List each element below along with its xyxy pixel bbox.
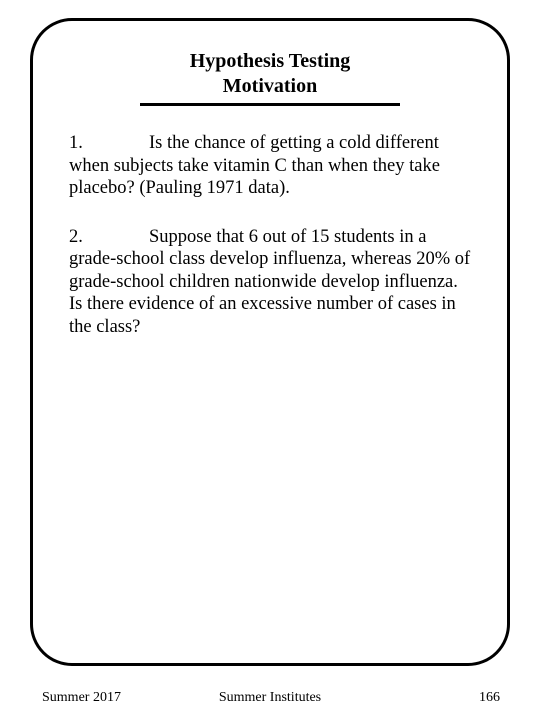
body-content: 1.Is the chance of getting a cold differ…	[63, 132, 477, 339]
title-underline	[140, 103, 400, 106]
list-item: 1.Is the chance of getting a cold differ…	[69, 132, 471, 200]
slide-frame: Hypothesis Testing Motivation 1.Is the c…	[30, 18, 510, 666]
footer-right: 166	[479, 690, 500, 706]
title-block: Hypothesis Testing Motivation	[63, 49, 477, 106]
item-number: 2.	[69, 226, 149, 249]
item-number: 1.	[69, 132, 149, 155]
footer-center: Summer Institutes	[219, 690, 321, 706]
title-line-2: Motivation	[63, 74, 477, 99]
title-line-1: Hypothesis Testing	[63, 49, 477, 74]
footer: Summer 2017 Summer Institutes 166	[0, 690, 540, 706]
list-item: 2.Suppose that 6 out of 15 students in a…	[69, 226, 471, 339]
footer-left: Summer 2017	[42, 690, 121, 706]
